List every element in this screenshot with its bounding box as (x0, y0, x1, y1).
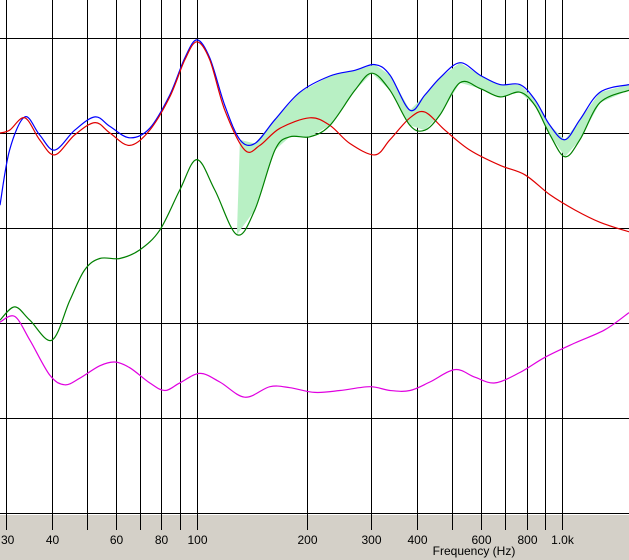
x-tick-label: 30 (1, 533, 15, 547)
x-tick-label: 1.0k (551, 533, 575, 547)
x-tick-label: 600 (471, 533, 491, 547)
x-tick-label: 200 (297, 533, 317, 547)
x-tick-label: 80 (155, 533, 169, 547)
plot-area (0, 0, 629, 515)
x-tick-label: 100 (187, 533, 207, 547)
x-tick-label: 300 (361, 533, 381, 547)
fill-between (236, 62, 629, 235)
series-line (0, 41, 629, 233)
x-axis-label: Frequency (Hz) (433, 544, 516, 558)
series-line (0, 39, 629, 206)
series-line (0, 312, 629, 398)
x-tick-label: 60 (110, 533, 124, 547)
x-tick-label: 40 (46, 533, 60, 547)
x-tick-label: 400 (407, 533, 427, 547)
series-line (0, 72, 629, 342)
x-tick-label: 800 (517, 533, 537, 547)
axis-strip (0, 515, 629, 560)
